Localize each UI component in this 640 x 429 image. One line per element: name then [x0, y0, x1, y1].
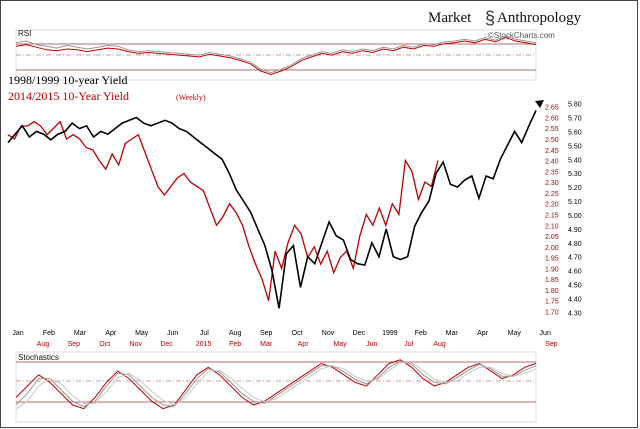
x-label-1998: Jun — [167, 330, 178, 337]
yield-2014-axis-tick: 2.10 — [545, 223, 559, 230]
x-label-1998: Mar — [74, 330, 87, 337]
yield-1998-axis-tick: 4.30 — [568, 310, 582, 317]
x-label-2014: Feb — [229, 341, 241, 348]
x-label-1998: May — [135, 330, 149, 337]
x-label-1998: Oct — [292, 330, 303, 337]
yield-1998-axis-tick: 5.70 — [568, 116, 582, 123]
brand-name-right: Anthropology — [497, 10, 582, 26]
rsi-panel: RSI — [15, 29, 537, 81]
yield-2014-axis-tick: 2.05 — [545, 234, 559, 241]
yield-1998-axis-tick: 5.30 — [568, 171, 582, 178]
yield-2014-axis-tick: 2.40 — [545, 159, 559, 166]
x-label-2014: Sep — [68, 341, 81, 348]
series-1998-line — [7, 110, 537, 309]
x-label-2014: Oct — [99, 341, 110, 348]
yield-1998-axis-tick: 5.00 — [568, 213, 582, 220]
yield-2014-axis-tick: 2.60 — [545, 115, 559, 122]
yield-2014-axis-tick: 2.00 — [545, 245, 559, 252]
main-plot: 2.65 2.60 2.55 2.50 2.45 2.40 2.35 2.30 2.25 2.20… — [7, 100, 582, 317]
x-label-1998: May — [508, 330, 522, 337]
x-label-2014: Dec — [160, 341, 173, 348]
x-label-1998: 1999 — [382, 330, 398, 337]
rsi-line-0 — [15, 35, 537, 74]
x-label-1998: Feb — [415, 330, 427, 337]
stockcharts-credit: ©StockCharts.com — [488, 31, 555, 40]
legend-2014: 2014/2015 10-Year Yield — [8, 89, 129, 103]
x-label-2014: Jun — [366, 341, 377, 348]
x-label-2014: Sep — [545, 341, 558, 348]
x-label-1998: Jan — [12, 330, 23, 337]
x-label-2014: Nov — [129, 341, 142, 348]
yield-2014-axis-tick: 2.50 — [545, 137, 559, 144]
yield-2014-axis-tick: 2.55 — [545, 126, 559, 133]
stochastics-panel: Stochastics — [15, 351, 537, 423]
x-label-1998: Sep — [260, 330, 273, 337]
yield-2014-axis-tick: 1.70 — [545, 310, 559, 317]
x-label-2014: Apr — [298, 341, 310, 348]
x-label-1998: Mar — [446, 330, 459, 337]
yield-2014-axis-tick: 1.90 — [545, 266, 559, 273]
up-arrow-icon — [535, 100, 544, 108]
stoch-line-2 — [15, 362, 537, 410]
yield-1998-axis-tick: 4.50 — [568, 283, 582, 290]
yield-2014-axis-tick: 1.75 — [545, 299, 559, 306]
yield-1998-axis-tick: 4.80 — [568, 241, 582, 248]
stoch-panel-frame — [15, 351, 537, 423]
legend-1998: 1998/1999 10-year Yield — [8, 73, 128, 87]
yield-2014-axis-tick: 1.80 — [545, 288, 559, 295]
yield-1998-axis-tick: 4.60 — [568, 269, 582, 276]
x-label-1998: Feb — [43, 330, 55, 337]
yield-2014-axis-tick: 1.85 — [545, 277, 559, 284]
yield-1998-axis-tick: 5.80 — [568, 102, 582, 109]
x-label-2014: May — [333, 341, 347, 348]
x-label-2014: Aug — [433, 341, 446, 348]
rsi-label: RSI — [18, 29, 31, 38]
yield-2014-axis-tick: 2.65 — [545, 105, 559, 112]
x-label-1998: Jun — [540, 330, 551, 337]
yield-1998-axis-tick: 5.40 — [568, 157, 582, 164]
legend-2014-suffix: (Weekly) — [176, 93, 206, 102]
yield-1998-axis-tick: 4.70 — [568, 255, 582, 262]
yield-2014-axis-tick: 2.25 — [545, 191, 559, 198]
stoch-line-0 — [15, 359, 537, 410]
yield-2014-axis-tick: 2.45 — [545, 148, 559, 155]
helix-icon: § — [485, 8, 495, 28]
x-label-1998: Jul — [200, 330, 209, 337]
yield-1998-axis-tick: 5.10 — [568, 199, 582, 206]
x-label-1998: Aug — [229, 330, 242, 337]
x-label-1998: Apr — [477, 330, 489, 337]
yield-1998-axis-tick: 5.20 — [568, 185, 582, 192]
x-label-1998: Apr — [105, 330, 117, 337]
yield-1998-axis-tick: 4.40 — [568, 297, 582, 304]
yield-1998-axis-tick: 5.50 — [568, 143, 582, 150]
x-label-2014: 2015 — [196, 341, 212, 348]
x-label-2014: Mar — [260, 341, 273, 348]
brand-name-left: Market — [428, 10, 472, 26]
yield-2014-axis-tick: 2.15 — [545, 213, 559, 220]
x-label-1998: Dec — [353, 330, 366, 337]
x-label-2014: Aug — [37, 341, 50, 348]
yield-2014-axis-tick: 1.95 — [545, 256, 559, 263]
stochastics-label: Stochastics — [18, 353, 59, 362]
x-label-1998: Nov — [322, 330, 335, 337]
yield-1998-axis-tick: 4.90 — [568, 227, 582, 234]
series-2014-line — [7, 120, 439, 301]
yield-2014-axis-tick: 2.20 — [545, 202, 559, 209]
x-label-2014: Jul — [404, 341, 413, 348]
yield-2014-axis-tick: 2.30 — [545, 180, 559, 187]
yield-1998-axis-tick: 5.60 — [568, 129, 582, 136]
rsi-line-1 — [15, 36, 537, 76]
yield-2014-axis-tick: 2.35 — [545, 169, 559, 176]
